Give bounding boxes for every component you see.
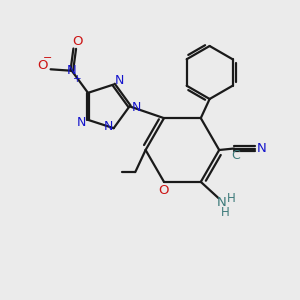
Text: H: H <box>220 206 229 219</box>
Text: +: + <box>73 74 81 84</box>
Text: N: N <box>256 142 266 155</box>
Text: N: N <box>114 74 124 87</box>
Text: H: H <box>226 192 235 205</box>
Text: O: O <box>37 59 48 72</box>
Text: N: N <box>67 64 77 77</box>
Text: C: C <box>231 148 240 161</box>
Text: −: − <box>42 53 52 63</box>
Text: N: N <box>104 120 113 133</box>
Text: N: N <box>217 196 226 209</box>
Text: O: O <box>72 35 82 48</box>
Text: O: O <box>159 184 169 196</box>
Text: N: N <box>131 101 141 114</box>
Text: N: N <box>77 116 86 129</box>
